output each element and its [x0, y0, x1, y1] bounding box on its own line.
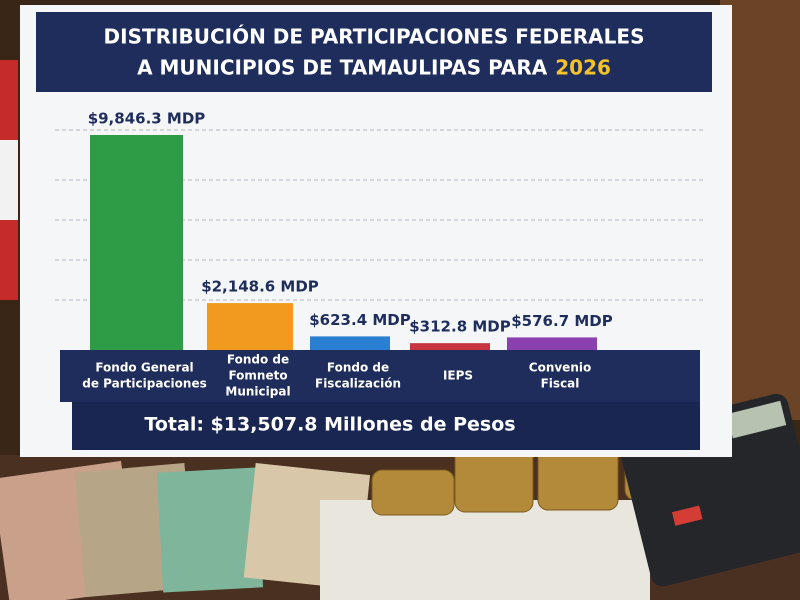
- calculator-key: [671, 505, 703, 526]
- category-label: de Participaciones: [82, 377, 206, 391]
- total-band: [72, 402, 700, 450]
- title-line: A MUNICIPIOS DE TAMAULIPAS PARA: [137, 56, 548, 80]
- category-label: Municipal: [225, 385, 290, 399]
- value-label: $623.4 MDP: [309, 311, 410, 329]
- category-label: Fiscalización: [315, 377, 401, 391]
- bar: [310, 336, 390, 350]
- value-label: $9,846.3 MDP: [88, 110, 206, 128]
- bar: [207, 303, 293, 350]
- category-label: Fiscal: [541, 377, 580, 391]
- bar: [507, 337, 597, 350]
- document: [320, 500, 650, 600]
- title-line: DISTRIBUCIÓN DE PARTICIPACIONES FEDERALE…: [104, 25, 645, 49]
- bar: [410, 343, 490, 350]
- value-label: $576.7 MDP: [511, 312, 612, 330]
- coin-stack: [371, 469, 455, 516]
- title-banner: [36, 12, 712, 92]
- wall: [720, 0, 800, 420]
- category-label: Fondo de: [227, 353, 289, 367]
- title-year: 2026: [555, 56, 611, 80]
- calculator-screen: [726, 400, 787, 439]
- value-label: $2,148.6 MDP: [201, 278, 319, 296]
- category-label: Fomneto: [228, 369, 287, 383]
- category-label: Fondo de: [327, 361, 389, 375]
- category-band: [60, 350, 700, 402]
- banknotes: [0, 460, 650, 600]
- total-label: Total: $13,507.8 Millones de Pesos: [144, 414, 515, 436]
- flag-white: [0, 140, 18, 220]
- category-label: Fondo General: [95, 361, 193, 375]
- value-label: $312.8 MDP: [409, 318, 510, 336]
- category-label: IEPS: [443, 369, 473, 383]
- bar: [90, 135, 183, 350]
- banknote: [156, 467, 264, 593]
- category-label: Convenio: [529, 361, 591, 375]
